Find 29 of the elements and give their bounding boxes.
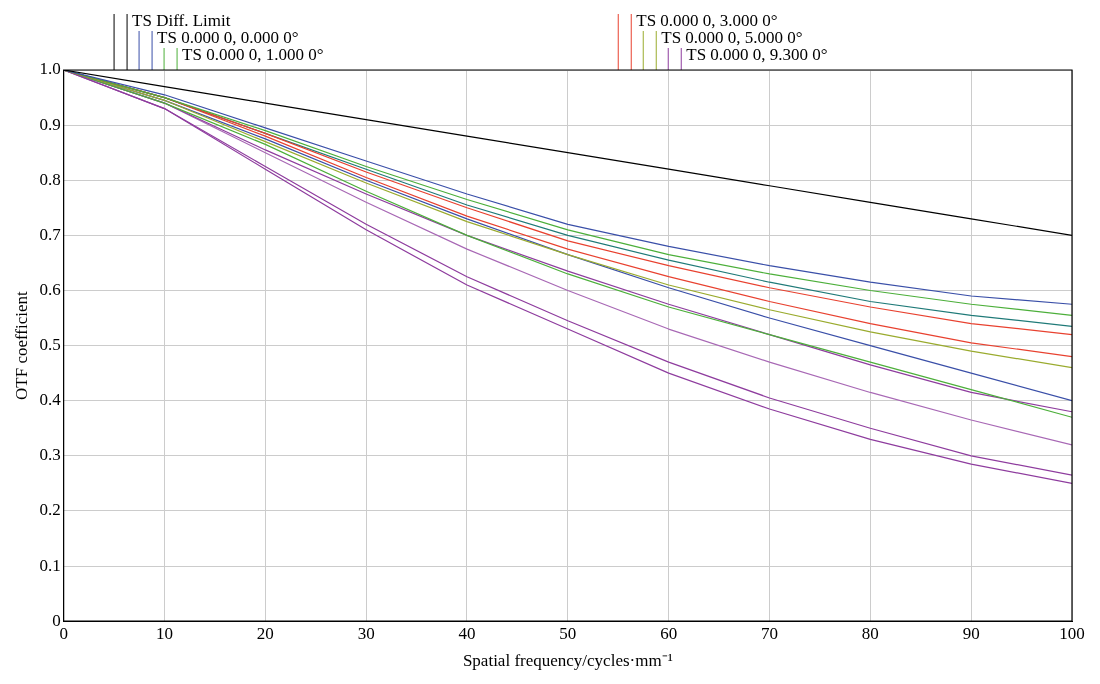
x-tick-label: 60 <box>660 623 678 643</box>
x-tick-label: 20 <box>256 623 274 643</box>
y-tick-label: 0.9 <box>39 114 61 134</box>
y-tick-label: 0.6 <box>39 279 61 299</box>
text: TS 0.000 0, 3.000 0° <box>636 11 778 30</box>
x-axis-title: Spatial frequency/cycles·mm⁻¹ <box>462 651 673 671</box>
y-axis-title: OTF coefficient <box>11 290 31 400</box>
x-tick-label: 30 <box>357 623 375 643</box>
legend-label: TS 0.000 0, 9.300 0° <box>686 45 828 64</box>
y-tick-label: 0.1 <box>39 555 61 575</box>
y-tick-label: 0.2 <box>39 500 61 520</box>
y-tick-label: 1.0 <box>39 59 61 79</box>
y-tick-label: 0 <box>52 610 61 630</box>
x-tick-label: 100 <box>1059 623 1085 643</box>
x-tick-label: 80 <box>861 623 879 643</box>
x-tick-label: 10 <box>155 623 173 643</box>
legend-label: TS 0.000 0, 1.000 0° <box>182 45 324 64</box>
y-tick-label: 0.7 <box>39 224 62 244</box>
text: TS 0.000 0, 0.000 0° <box>157 28 299 47</box>
text: TS Diff. Limit <box>132 11 231 30</box>
text: TS 0.000 0, 5.000 0° <box>661 28 803 47</box>
y-tick-label: 0.4 <box>39 390 62 410</box>
x-tick-label: 70 <box>760 623 778 643</box>
y-tick-label: 0.5 <box>39 335 61 355</box>
y-tick-label: 0.8 <box>39 169 61 189</box>
y-tick-label: 0.3 <box>39 445 61 465</box>
x-tick-label: 40 <box>458 623 476 643</box>
x-tick-label: 50 <box>559 623 577 643</box>
x-tick-label: 90 <box>962 623 980 643</box>
